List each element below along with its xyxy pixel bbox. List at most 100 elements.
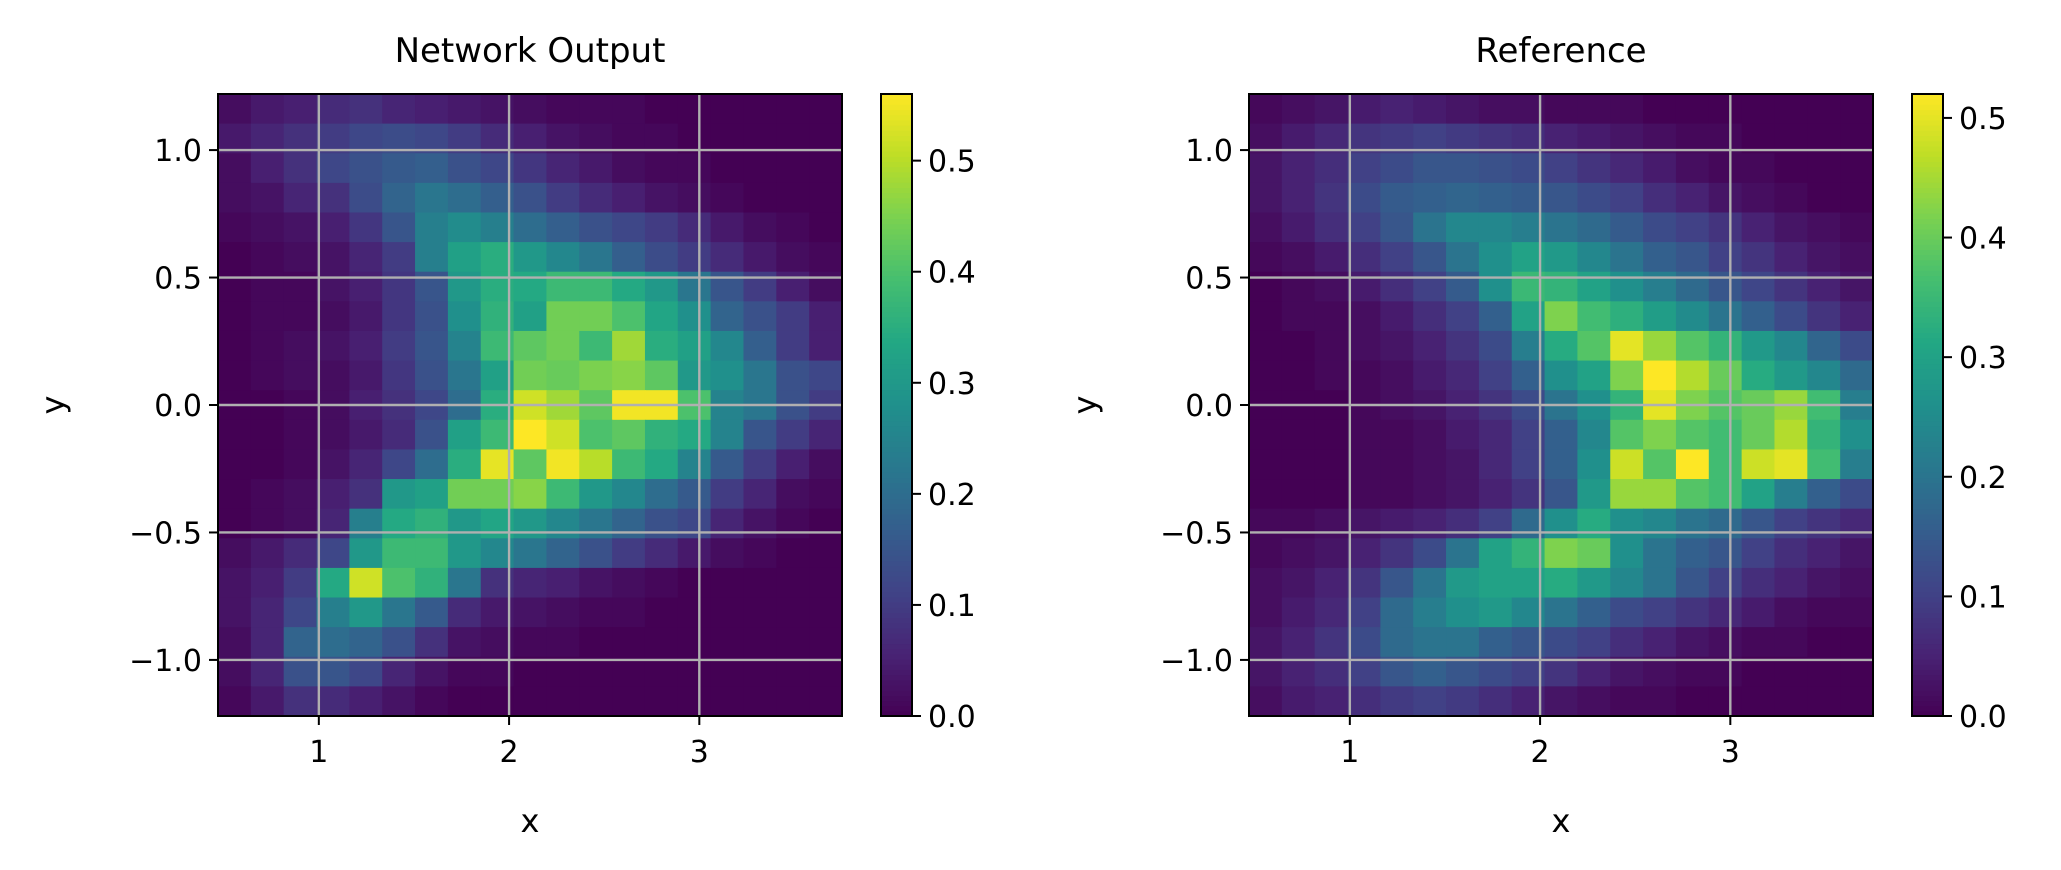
heatmap-cell <box>1643 123 1677 154</box>
heatmap-cell <box>1708 212 1743 243</box>
heatmap-cell <box>1544 242 1579 273</box>
colorbar-segment <box>881 254 912 261</box>
heatmap-cell <box>1708 242 1743 273</box>
heatmap-cell <box>1544 567 1579 599</box>
heatmap-cell <box>743 627 777 658</box>
heatmap-cell <box>644 449 679 480</box>
heatmap-cell <box>1840 567 1874 599</box>
heatmap-cell <box>1840 182 1874 214</box>
colorbar-segment <box>881 430 912 437</box>
heatmap-cell <box>1807 123 1841 154</box>
y-tick-label: 1.0 <box>154 134 202 169</box>
colorbar-segment <box>881 576 912 582</box>
heatmap-cell <box>447 597 482 628</box>
heatmap-cell <box>513 271 548 302</box>
y-tick-label: 0.0 <box>1185 389 1233 424</box>
heatmap-cell <box>250 508 285 539</box>
colorbar-segment <box>881 643 912 650</box>
heatmap-cell <box>743 182 777 214</box>
gridlines <box>1249 94 1873 716</box>
heatmap-cell <box>283 301 318 332</box>
heatmap-cell <box>283 508 318 539</box>
colorbar-segment <box>881 249 912 256</box>
colorbar-tick-label: 0.0 <box>1959 700 2007 735</box>
heatmap-cell <box>1281 508 1316 539</box>
heatmap-cell <box>1610 94 1644 125</box>
heatmap-cell <box>743 153 777 184</box>
heatmap-cell <box>1380 212 1414 243</box>
colorbar-segment <box>1912 197 1943 204</box>
colorbar-segment <box>881 306 912 313</box>
heatmap-cell <box>776 153 810 184</box>
colorbar-segment <box>1912 472 1943 479</box>
heatmap-cell <box>349 656 383 687</box>
heatmap-cell <box>776 123 810 154</box>
heatmap-cell <box>218 567 252 599</box>
heatmap-cell <box>1675 153 1710 184</box>
heatmap-cell <box>1478 597 1513 628</box>
heatmap-cell <box>579 656 613 687</box>
heatmap-cell <box>1446 360 1480 391</box>
heatmap-cell <box>1643 627 1677 658</box>
colorbar-segment <box>881 290 912 297</box>
heatmap-cell <box>546 182 580 214</box>
colorbar-segment <box>881 648 912 655</box>
colorbar-segment <box>1912 275 1943 282</box>
heatmap-cell <box>316 538 350 569</box>
heatmap-cell <box>546 94 580 125</box>
heatmap-cell <box>644 153 679 184</box>
colorbar-segment <box>881 228 912 235</box>
heatmap-cell <box>1249 686 1283 717</box>
heatmap-cell <box>283 182 318 214</box>
heatmap-cell <box>1577 419 1611 451</box>
heatmap-cell <box>1347 360 1381 391</box>
colorbar-segment <box>1912 627 1943 634</box>
colorbar-segment <box>881 301 912 308</box>
heatmap-cell <box>743 94 777 125</box>
heatmap-cell <box>1478 94 1513 125</box>
colorbar-segment <box>1912 99 1943 105</box>
colorbar-segment <box>881 487 912 494</box>
colorbar-segment <box>1912 213 1943 219</box>
heatmap-cell <box>809 301 843 332</box>
colorbar-segment <box>1912 617 1943 624</box>
heatmap-cell <box>1478 656 1513 687</box>
heatmap-cell <box>316 94 350 125</box>
heatmap-cell <box>644 656 679 687</box>
heatmap-cell <box>1675 508 1710 539</box>
heatmap-cell <box>677 597 712 628</box>
heatmap-cell <box>1249 182 1283 214</box>
heatmap-cell <box>1478 271 1513 302</box>
heatmap-cell <box>776 656 810 687</box>
heatmap-cell <box>316 153 350 184</box>
heatmap-cell <box>612 123 646 154</box>
heatmap-cell <box>1413 538 1447 569</box>
heatmap-cell <box>546 627 580 658</box>
heatmap-cell <box>250 449 285 480</box>
heatmap-cell <box>546 360 580 391</box>
heatmap-cell <box>513 301 548 332</box>
heatmap-cell <box>1577 479 1611 510</box>
colorbar-segment <box>1912 446 1943 453</box>
heatmap-cell <box>710 271 745 302</box>
heatmap-cell <box>250 538 285 569</box>
heatmap-cell <box>546 567 580 599</box>
heatmap-cell <box>447 479 482 510</box>
heatmap-cell <box>1807 419 1841 451</box>
heatmap-cell <box>250 656 285 687</box>
heatmap-cell <box>1347 182 1381 214</box>
colorbar-segment <box>1912 353 1943 359</box>
colorbar-segment <box>881 653 912 660</box>
heatmap-cell <box>743 123 777 154</box>
heatmap-cell <box>1774 686 1808 717</box>
heatmap-cell <box>1774 627 1808 658</box>
heatmap-cell <box>316 212 350 243</box>
heatmap-cell <box>1544 538 1579 569</box>
heatmap-cell <box>1380 153 1414 184</box>
heatmap-cell <box>710 656 745 687</box>
heatmap-cell <box>1314 301 1349 332</box>
colorbar-segment <box>1912 550 1943 556</box>
heatmap-cell <box>1840 271 1874 302</box>
colorbar-segment <box>1912 254 1943 261</box>
